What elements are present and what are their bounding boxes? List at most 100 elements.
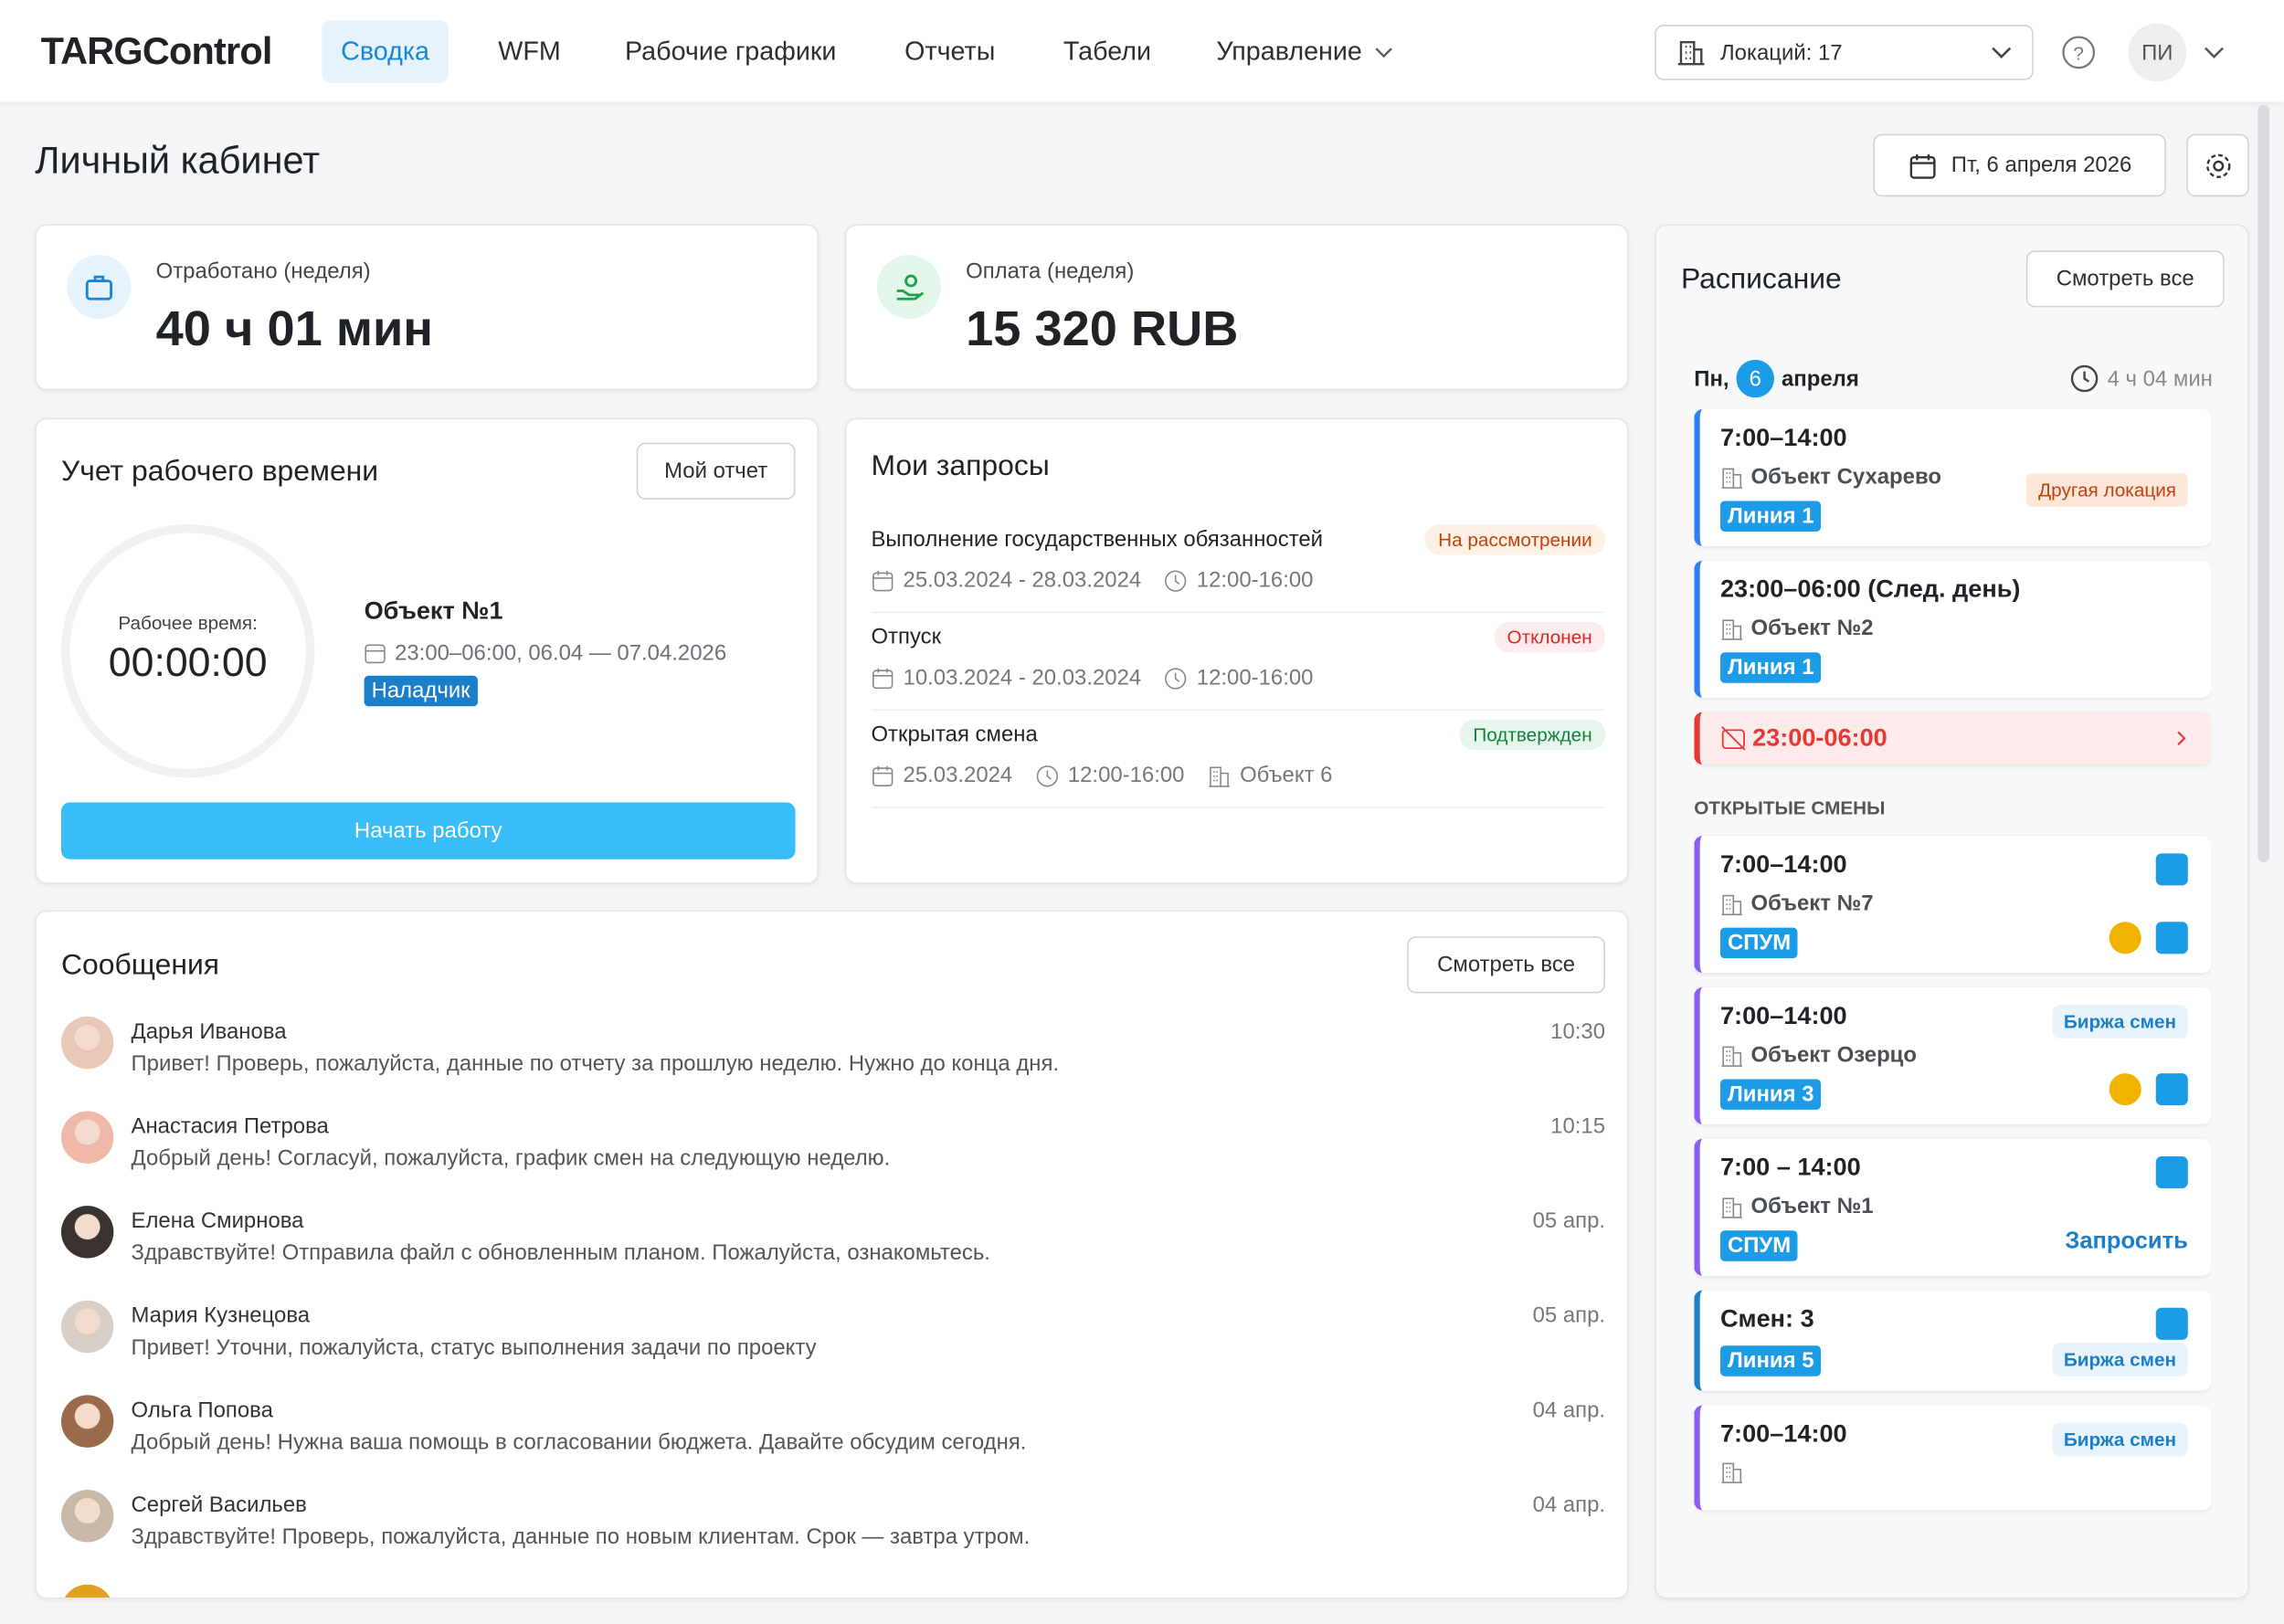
header: TARGControl Сводка WFM Рабочие графики Отче… xyxy=(0,0,2284,102)
nav-item[interactable]: Табели xyxy=(1063,20,1151,83)
request-dates: 25.03.2024 - 28.03.2024 xyxy=(903,567,1142,593)
timer-label: Рабочее время: xyxy=(118,611,258,634)
reassign-icon[interactable] xyxy=(2155,853,2188,886)
stat-icon xyxy=(67,255,132,320)
reassign-icon[interactable] xyxy=(2155,1307,2188,1340)
nav-label: Рабочие графики xyxy=(624,36,837,66)
shift-card[interactable]: 7:00 – 14:00 Объект №1 СПУМ Запросить xyxy=(1694,1138,2212,1276)
message-author: Ольга Попова xyxy=(131,1397,273,1423)
shift-object xyxy=(1720,1461,2191,1484)
message-author: Мария Кузнецова xyxy=(131,1302,311,1329)
shift-card[interactable]: 7:00–14:00 Объект №7 СПУМ xyxy=(1694,836,2212,974)
nav-item[interactable]: Сводка xyxy=(322,20,449,83)
shift-card[interactable]: 7:00–14:00 Объект Сухарево Линия 1 Другая л… xyxy=(1694,409,2212,546)
object-name: Объект Озерцо xyxy=(1750,1042,1918,1068)
message-row[interactable]: Анастасия Петрова Добрый день! Согласуй, … xyxy=(60,1111,1606,1199)
nav-label: Управление xyxy=(1216,36,1362,66)
nav-label: Отчеты xyxy=(904,36,996,66)
request-row: Открытая смена Подтвержден 25.03.2024 12:00… xyxy=(871,716,1606,808)
exchange-tag: Биржа смен xyxy=(2052,1005,2188,1039)
location-select[interactable]: Локаций: 17 xyxy=(1655,25,2034,80)
user-avatar[interactable]: ПИ xyxy=(2128,23,2187,82)
settings-button[interactable] xyxy=(2186,133,2249,197)
card-title: Сообщения xyxy=(60,949,220,982)
shift-card[interactable]: 23:00–06:00 (След. день) Объект №2 Линия 1 xyxy=(1694,560,2212,698)
message-author: Дарья Иванова xyxy=(131,1019,287,1045)
logo[interactable]: TARGControl xyxy=(40,28,273,73)
avatar xyxy=(60,1395,114,1448)
shift-card[interactable]: Смен: 3 Линия 5 Биржа смен xyxy=(1694,1290,2212,1391)
request-time: 12:00-16:00 xyxy=(1067,763,1185,788)
reassign-icon[interactable] xyxy=(2155,1155,2188,1189)
line-badge: Линия 5 xyxy=(1719,1345,1822,1376)
chevron-right xyxy=(2177,731,2186,746)
message-row[interactable]: Сергей Васильев Здравствуйте! Проверь, по… xyxy=(60,1490,1605,1577)
request-meta: 25.03.2024 12:00-16:00 Объект 6 xyxy=(871,763,1332,788)
chevron xyxy=(1992,47,2012,58)
nav-label: Табели xyxy=(1063,36,1152,66)
view-all-button[interactable]: Смотреть все xyxy=(1407,936,1606,994)
message-time: 10:15 xyxy=(1550,1113,1606,1139)
section-label: ОТКРЫТЫЕ СМЕНЫ xyxy=(1694,796,1886,819)
icon xyxy=(896,274,925,301)
view-all-button[interactable]: Смотреть все xyxy=(2025,250,2225,308)
stat-value: 15 320 RUB xyxy=(966,301,1239,357)
message-row[interactable]: Мария Кузнецова Привет! Уточни, пожалуйст… xyxy=(60,1300,1605,1388)
stat-label: Оплата (неделя) xyxy=(966,258,1135,284)
hand-icon[interactable] xyxy=(2155,922,2188,954)
exchange-tag: Биржа смен xyxy=(2052,1422,2188,1457)
building-icon xyxy=(1721,1462,1742,1483)
day-header: Пн, 6 апреля 4 ч 04 мин xyxy=(1694,359,2213,398)
day-number: 6 xyxy=(1736,359,1775,398)
request-title: Отпуск xyxy=(871,624,942,650)
request-button[interactable]: Запросить xyxy=(2065,1229,2188,1254)
location-label: Локаций: 17 xyxy=(1719,39,1843,65)
line-badge: Линия 1 xyxy=(1719,501,1822,532)
schedule-card: Расписание Смотреть все Пн, 6 апреля 4 ч… xyxy=(1655,224,2249,1599)
report-button[interactable]: Мой отчет xyxy=(636,442,796,500)
line-badge: СПУМ xyxy=(1719,1230,1799,1261)
nav-item[interactable]: Отчеты xyxy=(904,20,995,83)
help-icon[interactable]: ? xyxy=(2061,35,2096,69)
building-icon xyxy=(1721,467,1742,489)
shift-time: 7:00–14:00 xyxy=(1719,1001,1847,1030)
missed-shift[interactable]: 23:00-06:00 xyxy=(1694,712,2212,765)
missed-time: 23:00-06:00 xyxy=(1752,723,1887,752)
clock-icon xyxy=(1165,667,1188,689)
start-button[interactable]: Начать работу xyxy=(60,802,796,859)
shift-card[interactable]: 7:00–14:00 Объект Озерцо Линия 3 Биржа смен xyxy=(1694,987,2212,1124)
nav-item[interactable]: Рабочие графики xyxy=(625,20,836,83)
stat-label: Отработано (неделя) xyxy=(155,258,371,284)
page-title: Личный кабинет xyxy=(35,138,321,183)
shift-info: 23:00–06:00, 06.04 — 07.04.2026 xyxy=(365,641,726,666)
date-picker[interactable]: Пт, 6 апреля 2026 xyxy=(1873,133,2166,197)
building-icon xyxy=(1721,1197,1742,1218)
request-meta: 25.03.2024 - 28.03.2024 12:00-16:00 xyxy=(871,568,1327,593)
object-name: Объект №7 xyxy=(1750,891,1874,916)
message-row[interactable]: Елена Смирнова Здравствуйте! Отправила фа… xyxy=(60,1206,1605,1293)
message-text: Добрый день! Согласуй, пожалуйста, графи… xyxy=(131,1145,891,1171)
icon xyxy=(85,275,112,301)
message-row[interactable]: Ольга Попова Добрый день! Нужна ваша помо… xyxy=(60,1395,1605,1482)
nav-item[interactable]: Управление xyxy=(1216,20,1394,83)
chevron[interactable] xyxy=(2204,45,2224,59)
shift-time: 7:00 – 14:00 xyxy=(1719,1153,1861,1182)
message-text: Привет! Уточни, пожалуйста, статус выпол… xyxy=(131,1335,817,1361)
request-time: 12:00-16:00 xyxy=(1196,665,1314,691)
shift-time: 7:00–14:00 xyxy=(1719,850,1847,879)
schedule-list: 7:00–14:00 Объект Сухарево Линия 1 Другая л… xyxy=(1694,409,2212,1598)
chevron xyxy=(1375,47,1392,58)
stat-card: Отработано (неделя) 40 ч 01 мин xyxy=(35,224,819,391)
line-badge: Линия 3 xyxy=(1719,1079,1822,1110)
building-icon xyxy=(1721,893,1742,915)
message-row[interactable]: Дарья Иванова Привет! Проверь, пожалуйста… xyxy=(60,1016,1605,1104)
request-title: Выполнение государственных обязанностей xyxy=(871,527,1324,553)
nav-item[interactable]: WFM xyxy=(498,20,561,83)
hand-icon[interactable] xyxy=(2155,1073,2188,1106)
clock-icon xyxy=(1165,569,1188,592)
shift-card[interactable]: 7:00–14:00 Биржа смен xyxy=(1694,1405,2212,1511)
shift-time: 7:00–14:00 xyxy=(1719,1419,1847,1448)
